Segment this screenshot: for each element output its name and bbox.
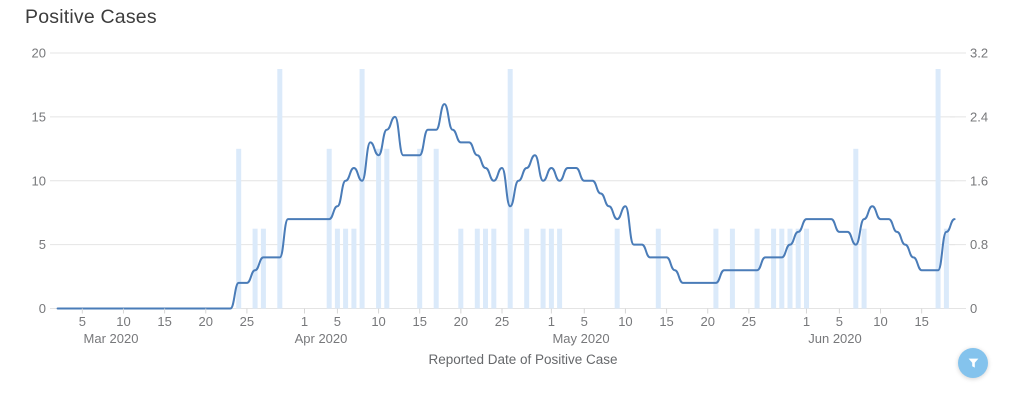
- daily-case-bar[interactable]: [779, 228, 785, 309]
- svg-text:May 2020: May 2020: [552, 331, 609, 346]
- chart-title: Positive Cases: [25, 6, 157, 28]
- svg-text:5: 5: [836, 314, 843, 329]
- daily-case-bar[interactable]: [458, 228, 464, 309]
- daily-case-bar[interactable]: [524, 228, 530, 309]
- svg-text:20: 20: [700, 314, 714, 329]
- svg-text:15: 15: [659, 314, 673, 329]
- svg-text:10: 10: [32, 173, 46, 188]
- svg-text:5: 5: [581, 314, 588, 329]
- daily-case-bar[interactable]: [713, 228, 719, 309]
- svg-text:15: 15: [914, 314, 928, 329]
- svg-text:1: 1: [803, 314, 810, 329]
- funnel-icon: [968, 358, 978, 368]
- svg-text:20: 20: [454, 314, 468, 329]
- svg-text:1.6: 1.6: [970, 173, 988, 188]
- daily-case-bar[interactable]: [483, 228, 488, 309]
- daily-case-bar[interactable]: [754, 228, 760, 309]
- daily-case-bar[interactable]: [614, 228, 620, 309]
- svg-text:15: 15: [157, 314, 171, 329]
- daily-case-bar[interactable]: [433, 148, 439, 309]
- daily-case-bar[interactable]: [507, 69, 513, 309]
- daily-case-bar[interactable]: [277, 69, 283, 309]
- daily-case-bar[interactable]: [384, 148, 390, 309]
- svg-text:15: 15: [32, 109, 46, 124]
- daily-case-bar[interactable]: [334, 228, 340, 309]
- daily-case-bar[interactable]: [935, 69, 941, 309]
- daily-case-bar[interactable]: [359, 69, 365, 309]
- daily-case-bar[interactable]: [787, 228, 793, 309]
- filter-button[interactable]: [958, 348, 988, 378]
- daily-case-bar[interactable]: [351, 228, 357, 309]
- daily-case-bar[interactable]: [943, 228, 949, 309]
- daily-case-bar[interactable]: [491, 228, 497, 309]
- daily-case-bar[interactable]: [729, 228, 735, 309]
- daily-case-bar[interactable]: [804, 228, 809, 309]
- svg-text:3.2: 3.2: [970, 46, 988, 61]
- svg-text:Apr 2020: Apr 2020: [295, 331, 348, 346]
- daily-case-bar[interactable]: [861, 228, 867, 309]
- svg-text:10: 10: [371, 314, 385, 329]
- svg-text:Jun 2020: Jun 2020: [808, 331, 862, 346]
- svg-text:15: 15: [412, 314, 426, 329]
- daily-case-bar[interactable]: [795, 228, 801, 309]
- y-axis-left: 0 5 10 15 20: [32, 46, 46, 317]
- x-axis-title: Reported Date of Positive Case: [428, 352, 618, 367]
- svg-text:2.4: 2.4: [970, 109, 988, 124]
- daily-case-bar[interactable]: [540, 228, 546, 309]
- daily-case-bar[interactable]: [252, 228, 258, 309]
- daily-case-bar[interactable]: [343, 228, 349, 309]
- svg-text:20: 20: [32, 46, 46, 61]
- daily-case-bar[interactable]: [260, 228, 266, 309]
- svg-text:5: 5: [334, 314, 341, 329]
- svg-text:10: 10: [618, 314, 632, 329]
- svg-text:5: 5: [39, 237, 46, 252]
- svg-text:25: 25: [495, 314, 509, 329]
- svg-text:Mar 2020: Mar 2020: [84, 331, 139, 346]
- svg-text:25: 25: [240, 314, 254, 329]
- daily-case-bar[interactable]: [771, 228, 777, 309]
- y-axis-right: 0 0.8 1.6 2.4 3.2: [950, 46, 988, 316]
- svg-text:5: 5: [79, 314, 86, 329]
- svg-text:0: 0: [39, 301, 46, 316]
- svg-text:0: 0: [970, 301, 977, 316]
- daily-case-bar[interactable]: [417, 148, 423, 309]
- daily-case-bars: [236, 69, 949, 309]
- svg-text:1: 1: [548, 314, 555, 329]
- daily-case-bar[interactable]: [376, 148, 382, 309]
- daily-case-bar[interactable]: [557, 228, 563, 309]
- svg-text:0.8: 0.8: [970, 237, 988, 252]
- daily-case-bar[interactable]: [548, 228, 554, 309]
- daily-case-bar[interactable]: [236, 148, 242, 309]
- daily-case-bar[interactable]: [655, 228, 661, 309]
- daily-case-bar[interactable]: [326, 148, 332, 309]
- svg-text:10: 10: [116, 314, 130, 329]
- svg-text:25: 25: [742, 314, 756, 329]
- daily-case-bar[interactable]: [474, 228, 480, 309]
- daily-case-bar[interactable]: [853, 148, 859, 309]
- svg-text:20: 20: [199, 314, 213, 329]
- svg-text:1: 1: [301, 314, 308, 329]
- trend-line[interactable]: [56, 103, 956, 310]
- svg-text:10: 10: [873, 314, 887, 329]
- gridlines: [50, 52, 955, 309]
